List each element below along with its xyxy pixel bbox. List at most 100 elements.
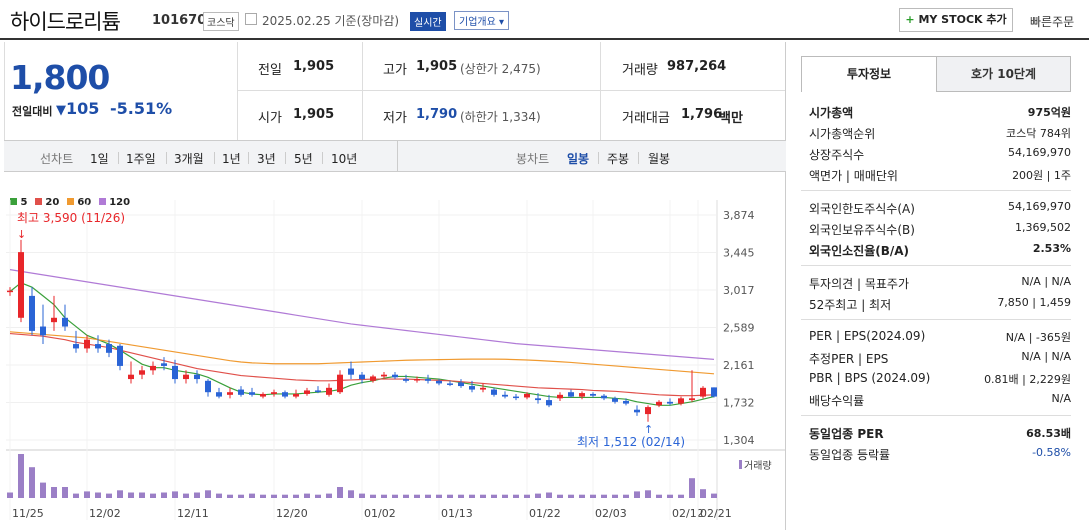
divider bbox=[638, 152, 639, 164]
info-row-value: N/A bbox=[1051, 392, 1071, 405]
price-chart[interactable]: 3,874 3,445 3,017 2,589 2,161 1,732 1,304 11/25… bbox=[0, 190, 786, 530]
divider bbox=[237, 42, 238, 140]
volume-bar bbox=[689, 478, 695, 498]
candle-body bbox=[326, 387, 332, 395]
divider bbox=[600, 42, 601, 140]
candle-body bbox=[535, 398, 541, 401]
volume-bar bbox=[480, 494, 486, 498]
y-tick-label: 2,589 bbox=[723, 322, 755, 335]
tab-invest-info[interactable]: 투자정보 bbox=[801, 56, 937, 92]
period-tab-3y[interactable]: 3년 bbox=[257, 152, 276, 166]
ma120-line bbox=[9, 269, 715, 360]
volume-bar bbox=[205, 490, 211, 498]
x-tick-label: 12/02 bbox=[89, 507, 121, 520]
ma20-legend: 20 bbox=[34, 197, 59, 208]
max-price-label: 최고 3,590 (11/26) bbox=[17, 211, 125, 225]
volume-bar bbox=[414, 494, 420, 498]
info-row-value: 975억원 bbox=[1027, 106, 1071, 119]
divider bbox=[397, 141, 398, 171]
info-row: 배당수익률 N/A bbox=[809, 392, 1071, 412]
candle-body bbox=[139, 370, 145, 375]
volume-bar bbox=[326, 493, 332, 498]
volume-bar bbox=[40, 482, 46, 498]
volume-bar bbox=[73, 493, 79, 498]
info-row: 액면가 | 매매단위 200원 | 1주 bbox=[809, 167, 1071, 187]
candle-tab-monthly[interactable]: 월봉 bbox=[648, 152, 671, 166]
volume-bar bbox=[579, 494, 585, 498]
tab-orderbook[interactable]: 호가 10단계 bbox=[936, 56, 1071, 92]
company-summary-button[interactable]: 기업개요 ▾ bbox=[454, 11, 510, 30]
period-tab-3m[interactable]: 3개월 bbox=[174, 152, 204, 166]
volume-bar bbox=[51, 487, 57, 498]
volume-bar bbox=[150, 493, 156, 498]
compare-label: 전일대비 bbox=[12, 105, 53, 118]
realtime-badge[interactable]: 실시간 bbox=[410, 12, 446, 31]
volume-bar bbox=[392, 494, 398, 498]
quick-order-link[interactable]: 빠른주문 bbox=[1030, 15, 1075, 29]
price-change-pct: -5.51% bbox=[110, 99, 173, 118]
candle-body bbox=[568, 392, 574, 397]
candle-body bbox=[612, 398, 618, 402]
volume-bar bbox=[469, 494, 475, 498]
period-tab-1d[interactable]: 1일 bbox=[90, 152, 109, 166]
volume-label: 거래량 bbox=[622, 63, 658, 78]
volume-bar bbox=[139, 492, 145, 498]
candle-body bbox=[84, 339, 90, 349]
candle-body bbox=[656, 401, 662, 406]
volume-value: 987,264 bbox=[667, 59, 727, 74]
y-tick-label: 1,304 bbox=[723, 434, 755, 447]
info-row: PER | EPS(2024.09) N/A | -365원 bbox=[809, 329, 1071, 349]
x-tick-label: 11/25 bbox=[12, 507, 44, 520]
info-row: 외국인한도주식수(A) 54,169,970 bbox=[809, 200, 1071, 220]
info-row-label: 동일업종 PER bbox=[809, 427, 884, 441]
info-row-label: 배당수익률 bbox=[809, 394, 865, 408]
x-tick-label: 02/03 bbox=[595, 507, 627, 520]
info-row: 시가총액 975억원 bbox=[809, 104, 1071, 124]
candle-tab-weekly[interactable]: 주봉 bbox=[607, 152, 630, 166]
open-label: 시가 bbox=[258, 111, 282, 126]
info-row-label: 상장주식수 bbox=[809, 148, 865, 162]
open-value: 1,905 bbox=[293, 107, 335, 122]
candle-body bbox=[216, 392, 222, 397]
add-mystock-button[interactable]: + MY STOCK 추가 bbox=[899, 8, 1013, 32]
down-triangle-icon: ▼ bbox=[56, 103, 66, 118]
candle-body bbox=[304, 390, 310, 394]
volume-bar bbox=[458, 494, 464, 498]
info-row: 추정PER | EPS N/A | N/A bbox=[809, 350, 1071, 370]
lower-limit: (하한가 1,334) bbox=[460, 110, 541, 124]
x-tick-label: 01/02 bbox=[364, 507, 396, 520]
volume-bar bbox=[227, 494, 233, 498]
volume-bar bbox=[381, 494, 387, 498]
info-row-label: 액면가 | 매매단위 bbox=[809, 169, 898, 183]
volume-bar bbox=[348, 490, 354, 498]
candle-body bbox=[436, 380, 442, 384]
volume-bar bbox=[403, 494, 409, 498]
candle-body bbox=[282, 392, 288, 397]
info-row: 52주최고 | 최저 7,850 | 1,459 bbox=[809, 296, 1071, 316]
divider bbox=[237, 90, 785, 91]
volume-bar bbox=[568, 494, 574, 498]
volume-bar bbox=[95, 492, 101, 498]
down-arrow-icon: ↓ bbox=[17, 228, 26, 241]
period-tab-5y[interactable]: 5년 bbox=[294, 152, 313, 166]
period-tab-1w[interactable]: 1주일 bbox=[126, 152, 156, 166]
candle-body bbox=[425, 379, 431, 381]
info-row-label: 52주최고 | 최저 bbox=[809, 298, 892, 312]
candle-body bbox=[337, 374, 343, 393]
volume-bar bbox=[590, 494, 596, 498]
period-tab-1y[interactable]: 1년 bbox=[222, 152, 241, 166]
period-tab-10y[interactable]: 10년 bbox=[331, 152, 358, 166]
candle-body bbox=[73, 344, 79, 349]
volume-bar bbox=[172, 491, 178, 498]
candle-body bbox=[557, 394, 563, 399]
volume-bar bbox=[304, 493, 310, 498]
amount-unit: 백만 bbox=[719, 111, 743, 126]
candle-body bbox=[667, 401, 673, 404]
candle-tab-daily[interactable]: 일봉 bbox=[567, 152, 590, 166]
divider bbox=[214, 152, 215, 164]
info-row: 시가총액순위 코스닥 784위 bbox=[809, 125, 1071, 145]
divider bbox=[362, 42, 363, 140]
price-date: 2025.02.25 기준(장마감) bbox=[262, 14, 400, 28]
info-row-value: N/A | -365원 bbox=[1005, 331, 1071, 344]
